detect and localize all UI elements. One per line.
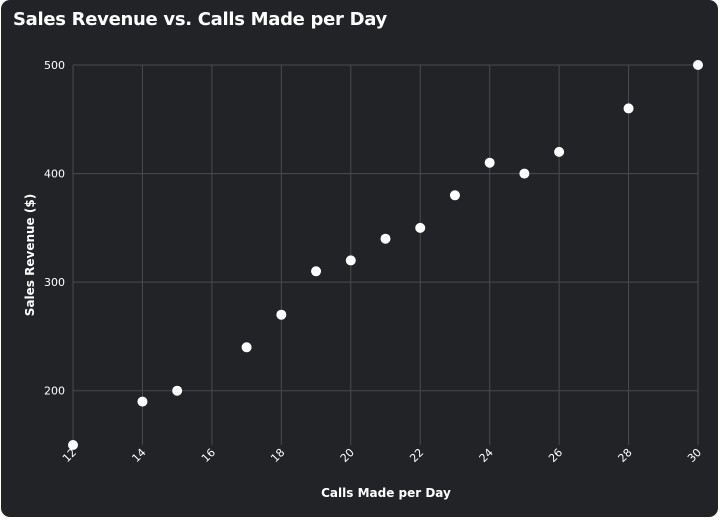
grid-lines — [72, 64, 699, 445]
data-point — [449, 190, 460, 201]
x-tick-label: 14 — [129, 446, 148, 465]
data-points — [68, 60, 703, 450]
data-point — [519, 168, 530, 179]
data-point — [415, 222, 426, 233]
x-tick-label: 30 — [685, 446, 704, 465]
x-tick-label: 24 — [477, 446, 496, 465]
x-tick-label: 18 — [268, 446, 287, 465]
y-tick-label: 300 — [44, 276, 65, 289]
y-axis-title: Sales Revenue ($) — [23, 194, 37, 316]
x-tick-label: 16 — [199, 446, 218, 465]
data-point — [276, 309, 287, 320]
x-tick-label: 28 — [616, 446, 635, 465]
y-axis-ticks: 200 300 400 500 — [44, 59, 65, 398]
x-tick-label: 26 — [546, 446, 565, 465]
data-point — [311, 266, 322, 277]
data-point — [68, 440, 78, 450]
data-point — [241, 342, 252, 353]
data-point — [172, 385, 183, 396]
x-axis-title: Calls Made per Day — [321, 486, 451, 500]
x-tick-label: 20 — [338, 446, 357, 465]
chart-card: Sales Revenue vs. Calls Made per Day — [1, 0, 718, 517]
chart-title: Sales Revenue vs. Calls Made per Day — [13, 9, 387, 30]
y-tick-label: 400 — [44, 168, 65, 181]
data-point — [137, 396, 148, 407]
y-tick-label: 200 — [44, 385, 65, 398]
data-point — [345, 255, 356, 266]
data-point — [623, 103, 634, 114]
y-tick-label: 500 — [44, 59, 65, 72]
data-point — [380, 233, 391, 244]
x-tick-label: 22 — [407, 446, 426, 465]
x-axis-ticks: 12 14 16 18 20 22 24 26 28 30 — [60, 446, 704, 465]
data-point — [484, 157, 495, 168]
data-point — [554, 146, 565, 157]
data-point — [693, 60, 703, 70]
